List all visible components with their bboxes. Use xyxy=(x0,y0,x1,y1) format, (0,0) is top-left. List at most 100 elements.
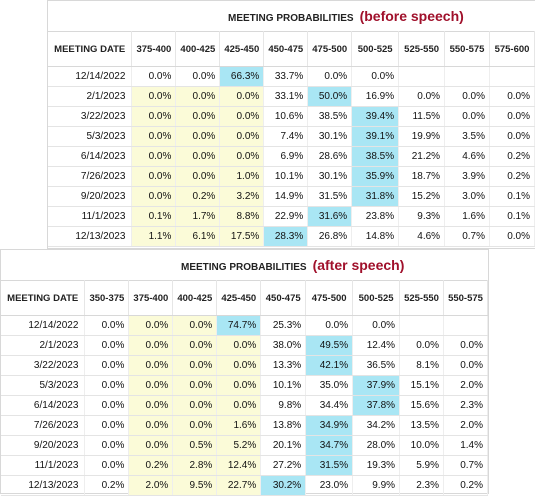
probability-cell: 0.0% xyxy=(172,315,218,336)
probability-cell: 0.0% xyxy=(216,395,262,416)
probability-cell: 3.0% xyxy=(444,186,490,207)
probability-cell: 1.6% xyxy=(444,206,490,227)
probability-cell-highest: 34.7% xyxy=(305,435,354,456)
probability-table-after: MEETING DATE 350-375 375-400 400-425 425-450… xyxy=(1,280,488,496)
probability-cell: 31.5% xyxy=(307,186,353,207)
column-header-rate-range: 475-500 xyxy=(307,31,353,67)
probability-cell xyxy=(444,66,490,87)
probability-cell: 0.0% xyxy=(216,335,262,356)
table-row: 5/3/2023 0.0% 0.0% 0.0% 7.4% 30.1% 39.1% 19.9% 3… xyxy=(48,126,535,147)
probability-cell: 21.2% xyxy=(398,146,446,167)
probability-cell: 13.8% xyxy=(260,415,307,436)
probability-cell: 0.0% xyxy=(489,86,535,107)
probability-cell: 0.1% xyxy=(489,206,535,227)
probability-cell: 0.0% xyxy=(351,66,400,87)
probability-cell: 0.0% xyxy=(128,415,174,436)
meeting-date-cell: 2/1/2023 xyxy=(48,86,133,107)
column-header-rate-range: 400-425 xyxy=(172,280,218,316)
table-row: 2/1/2023 0.0% 0.0% 0.0% 0.0% 38.0% 49.5% 12.4% 0… xyxy=(1,335,488,356)
probability-cell: 0.0% xyxy=(219,106,265,127)
meeting-date-cell: 3/22/2023 xyxy=(1,355,86,376)
column-header-rate-range: 425-450 xyxy=(219,31,265,67)
table-row: 3/22/2023 0.0% 0.0% 0.0% 0.0% 13.3% 42.1% 36.5%… xyxy=(1,355,488,376)
probability-cell: 35.0% xyxy=(305,375,354,396)
probability-cell: 0.1% xyxy=(489,186,535,207)
column-header-rate-range: 475-500 xyxy=(305,280,354,316)
probability-cell: 0.0% xyxy=(131,66,177,87)
probability-cell: 10.1% xyxy=(263,166,309,187)
probability-cell: 0.0% xyxy=(489,106,535,127)
probability-cell: 0.0% xyxy=(172,335,218,356)
meeting-date-cell: 11/1/2023 xyxy=(1,455,86,476)
meeting-date-cell: 12/13/2023 xyxy=(48,226,133,247)
column-header-meeting-date: MEETING DATE xyxy=(1,280,86,316)
table-row: 6/14/2023 0.0% 0.0% 0.0% 6.9% 28.6% 38.5% 21.2%… xyxy=(48,146,535,167)
table-row: 3/22/2023 0.0% 0.0% 0.0% 10.6% 38.5% 39.4% 11.5… xyxy=(48,106,535,127)
probability-cell: 0.2% xyxy=(443,475,488,496)
probability-cell: 0.0% xyxy=(399,335,444,356)
probability-cell: 6.1% xyxy=(175,226,221,247)
table-row: 9/20/2023 0.0% 0.2% 3.2% 14.9% 31.5% 31.8% 15.2… xyxy=(48,186,535,207)
probability-cell: 9.5% xyxy=(172,475,218,496)
meeting-date-cell: 11/1/2023 xyxy=(48,206,133,227)
probability-cell: 0.1% xyxy=(131,206,177,227)
probability-cell: 0.0% xyxy=(128,435,174,456)
probability-cell: 0.0% xyxy=(84,315,130,336)
probability-cell: 11.5% xyxy=(398,106,446,127)
probability-cell xyxy=(489,66,535,87)
probability-cell: 0.0% xyxy=(84,375,130,396)
probability-cell: 15.6% xyxy=(399,395,444,416)
probability-cell: 33.1% xyxy=(263,86,309,107)
meeting-date-cell: 9/20/2023 xyxy=(48,186,133,207)
probability-cell: 0.0% xyxy=(489,226,535,247)
probability-cell: 0.0% xyxy=(443,355,488,376)
probability-cell: 0.0% xyxy=(307,66,353,87)
probability-cell: 0.0% xyxy=(84,335,130,356)
probability-cell: 0.0% xyxy=(489,126,535,147)
probability-cell: 0.0% xyxy=(175,66,221,87)
table-row: 6/14/2023 0.0% 0.0% 0.0% 0.0% 9.8% 34.4% 37.8% 1… xyxy=(1,395,488,416)
probability-cell: 12.4% xyxy=(216,455,262,476)
probability-cell: 0.0% xyxy=(444,86,490,107)
table-header-row: MEETING DATE 375-400 400-425 425-450 450-475… xyxy=(48,31,535,67)
panel-title: MEETING PROBABILITIES (before speech) xyxy=(228,8,464,26)
probability-cell: 2.8% xyxy=(172,455,218,476)
probability-cell: 9.8% xyxy=(260,395,307,416)
probability-cell-highest: 37.8% xyxy=(352,395,401,416)
table-header-row: MEETING DATE 350-375 375-400 400-425 425-450… xyxy=(1,280,488,316)
probability-cell: 0.0% xyxy=(131,86,177,107)
probability-cell: 38.5% xyxy=(307,106,353,127)
probability-cell: 0.0% xyxy=(128,315,174,336)
table-row: 12/14/2022 0.0% 0.0% 0.0% 74.7% 25.3% 0.0% 0.0% xyxy=(1,315,488,336)
column-header-rate-range: 450-475 xyxy=(260,280,307,316)
meeting-date-cell: 6/14/2023 xyxy=(48,146,133,167)
probability-cell: 34.4% xyxy=(305,395,354,416)
probability-cell-highest: 31.6% xyxy=(307,206,353,227)
probability-cell: 2.0% xyxy=(443,415,488,436)
column-header-rate-range: 525-550 xyxy=(398,31,446,67)
probability-cell: 34.2% xyxy=(352,415,401,436)
meeting-date-cell: 6/14/2023 xyxy=(1,395,86,416)
probability-cell: 0.0% xyxy=(131,126,177,147)
table-row: 7/26/2023 0.0% 0.0% 0.0% 1.6% 13.8% 34.9% 34.2%… xyxy=(1,415,488,436)
probability-cell: 0.0% xyxy=(443,335,488,356)
probability-cell: 0.0% xyxy=(128,375,174,396)
meeting-date-cell: 5/3/2023 xyxy=(1,375,86,396)
column-header-meeting-date: MEETING DATE xyxy=(48,31,133,67)
probability-cell: 0.5% xyxy=(172,435,218,456)
probability-cell: 33.7% xyxy=(263,66,309,87)
probability-cell: 2.0% xyxy=(128,475,174,496)
probability-cell: 1.0% xyxy=(219,166,265,187)
probability-cell: 23.0% xyxy=(305,475,354,496)
probability-cell: 28.0% xyxy=(352,435,401,456)
probability-cell: 0.0% xyxy=(84,435,130,456)
probability-cell: 36.5% xyxy=(352,355,401,376)
probability-cell: 0.0% xyxy=(84,455,130,476)
probability-cell: 0.0% xyxy=(128,335,174,356)
column-header-rate-range: 350-375 xyxy=(84,280,130,316)
table-row: 2/1/2023 0.0% 0.0% 0.0% 33.1% 50.0% 16.9% 0.0% 0… xyxy=(48,86,535,107)
table-row: 12/14/2022 0.0% 0.0% 66.3% 33.7% 0.0% 0.0% xyxy=(48,66,535,87)
probability-cell: 19.9% xyxy=(398,126,446,147)
probability-cell: 4.6% xyxy=(444,146,490,167)
probability-cell: 0.0% xyxy=(219,86,265,107)
